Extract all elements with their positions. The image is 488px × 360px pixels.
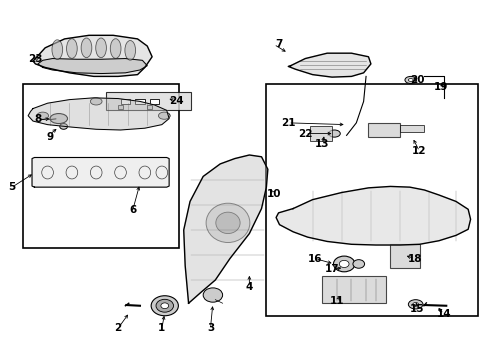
Bar <box>399 125 424 132</box>
Ellipse shape <box>352 260 364 268</box>
Polygon shape <box>276 186 469 245</box>
Ellipse shape <box>37 112 48 119</box>
Text: 8: 8 <box>34 114 41 124</box>
Ellipse shape <box>203 288 222 302</box>
Ellipse shape <box>90 166 102 179</box>
Polygon shape <box>38 59 147 73</box>
Bar <box>106 93 191 111</box>
Ellipse shape <box>52 40 62 59</box>
Ellipse shape <box>339 260 348 267</box>
Bar <box>118 105 122 109</box>
Text: 10: 10 <box>266 189 280 199</box>
Bar <box>389 244 419 267</box>
Ellipse shape <box>124 41 135 60</box>
Ellipse shape <box>110 39 121 58</box>
Text: 19: 19 <box>433 82 447 92</box>
Text: 11: 11 <box>329 296 344 306</box>
Text: 1: 1 <box>158 323 165 333</box>
Ellipse shape <box>407 78 412 81</box>
Polygon shape <box>287 53 370 77</box>
Ellipse shape <box>156 299 173 312</box>
Ellipse shape <box>404 76 416 84</box>
Ellipse shape <box>158 112 170 119</box>
Bar <box>368 123 399 137</box>
Ellipse shape <box>139 166 150 179</box>
Polygon shape <box>28 98 169 130</box>
Bar <box>322 276 385 303</box>
Text: 16: 16 <box>307 253 322 264</box>
Bar <box>266 84 477 316</box>
Ellipse shape <box>81 38 92 58</box>
Ellipse shape <box>333 256 354 272</box>
Ellipse shape <box>41 166 53 179</box>
Ellipse shape <box>96 38 106 58</box>
Ellipse shape <box>407 300 422 309</box>
Ellipse shape <box>215 212 240 234</box>
Ellipse shape <box>66 39 77 58</box>
Text: 9: 9 <box>46 132 54 142</box>
Text: 12: 12 <box>411 147 426 157</box>
Ellipse shape <box>90 98 102 105</box>
Text: 14: 14 <box>436 309 450 319</box>
Ellipse shape <box>66 166 78 179</box>
Text: 15: 15 <box>409 303 424 314</box>
Bar <box>135 99 144 104</box>
Text: 21: 21 <box>281 118 295 128</box>
Text: 6: 6 <box>129 205 136 215</box>
Bar <box>120 99 130 104</box>
Text: 13: 13 <box>314 139 329 149</box>
Polygon shape <box>183 155 267 303</box>
Polygon shape <box>33 35 152 76</box>
Ellipse shape <box>151 296 178 316</box>
Ellipse shape <box>412 302 418 306</box>
Text: 20: 20 <box>409 75 424 85</box>
Text: 4: 4 <box>245 282 252 292</box>
Text: 3: 3 <box>206 323 214 333</box>
Text: 17: 17 <box>324 264 339 274</box>
Ellipse shape <box>156 166 167 179</box>
Text: 2: 2 <box>114 323 122 333</box>
Ellipse shape <box>115 166 126 179</box>
Bar <box>147 105 152 109</box>
Text: 22: 22 <box>297 129 312 139</box>
Ellipse shape <box>60 123 67 129</box>
Bar <box>23 84 179 248</box>
Bar <box>149 99 159 104</box>
Ellipse shape <box>205 203 249 243</box>
Bar <box>309 126 331 141</box>
Text: 7: 7 <box>274 39 282 49</box>
Text: 24: 24 <box>169 96 183 107</box>
Ellipse shape <box>328 130 340 137</box>
Polygon shape <box>32 157 169 187</box>
Text: 18: 18 <box>407 253 421 264</box>
Text: 23: 23 <box>28 54 42 64</box>
Ellipse shape <box>50 113 67 123</box>
Text: 5: 5 <box>8 182 16 192</box>
Ellipse shape <box>161 303 168 309</box>
